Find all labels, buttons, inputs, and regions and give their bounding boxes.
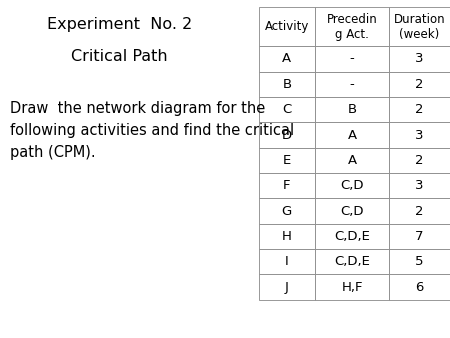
Text: B: B <box>347 103 357 116</box>
Text: Duration
(week): Duration (week) <box>394 13 446 41</box>
Text: -: - <box>350 52 355 66</box>
Text: A: A <box>282 52 292 66</box>
Text: C,D,E: C,D,E <box>334 255 370 268</box>
Bar <box>315 274 389 300</box>
Text: J: J <box>285 281 289 294</box>
Bar <box>259 46 315 72</box>
Text: B: B <box>282 78 292 91</box>
Text: C,D: C,D <box>340 204 364 218</box>
Text: 3: 3 <box>415 179 424 192</box>
Bar <box>389 249 450 274</box>
Text: C: C <box>282 103 292 116</box>
Bar <box>259 72 315 97</box>
Text: A: A <box>347 128 357 142</box>
Text: Experiment  No. 2: Experiment No. 2 <box>47 17 192 32</box>
Bar <box>315 97 389 122</box>
Text: 3: 3 <box>415 128 424 142</box>
Bar <box>389 198 450 224</box>
Bar <box>259 224 315 249</box>
Bar <box>259 249 315 274</box>
Bar <box>315 224 389 249</box>
Text: 2: 2 <box>415 204 424 218</box>
Bar <box>315 198 389 224</box>
Text: I: I <box>285 255 289 268</box>
Bar <box>259 7 315 46</box>
Text: 2: 2 <box>415 78 424 91</box>
Text: -: - <box>350 78 355 91</box>
Bar <box>389 274 450 300</box>
Bar <box>315 173 389 198</box>
Bar <box>389 122 450 148</box>
Bar <box>315 148 389 173</box>
Text: Precedin
g Act.: Precedin g Act. <box>327 13 378 41</box>
Text: 2: 2 <box>415 154 424 167</box>
Text: F: F <box>283 179 291 192</box>
Bar <box>259 148 315 173</box>
Bar <box>259 198 315 224</box>
Text: H: H <box>282 230 292 243</box>
Text: Draw  the network diagram for the
following activities and find the critical
pat: Draw the network diagram for the followi… <box>10 101 294 160</box>
Bar <box>315 72 389 97</box>
Bar <box>389 72 450 97</box>
Text: Critical Path: Critical Path <box>71 49 167 64</box>
Bar <box>315 7 389 46</box>
Text: 6: 6 <box>415 281 424 294</box>
Bar <box>389 224 450 249</box>
Text: Activity: Activity <box>265 20 309 33</box>
Bar <box>259 173 315 198</box>
Bar <box>389 97 450 122</box>
Text: 2: 2 <box>415 103 424 116</box>
Bar <box>389 148 450 173</box>
Text: A: A <box>347 154 357 167</box>
Bar <box>389 173 450 198</box>
Text: E: E <box>283 154 291 167</box>
Text: 7: 7 <box>415 230 424 243</box>
Text: C,D: C,D <box>340 179 364 192</box>
Text: 5: 5 <box>415 255 424 268</box>
Bar <box>259 97 315 122</box>
Bar <box>259 274 315 300</box>
Text: D: D <box>282 128 292 142</box>
Text: 3: 3 <box>415 52 424 66</box>
Bar <box>259 122 315 148</box>
Bar <box>315 122 389 148</box>
Text: G: G <box>282 204 292 218</box>
Bar <box>389 46 450 72</box>
Bar <box>389 7 450 46</box>
Text: H,F: H,F <box>342 281 363 294</box>
Text: C,D,E: C,D,E <box>334 230 370 243</box>
Bar <box>315 249 389 274</box>
Bar <box>315 46 389 72</box>
